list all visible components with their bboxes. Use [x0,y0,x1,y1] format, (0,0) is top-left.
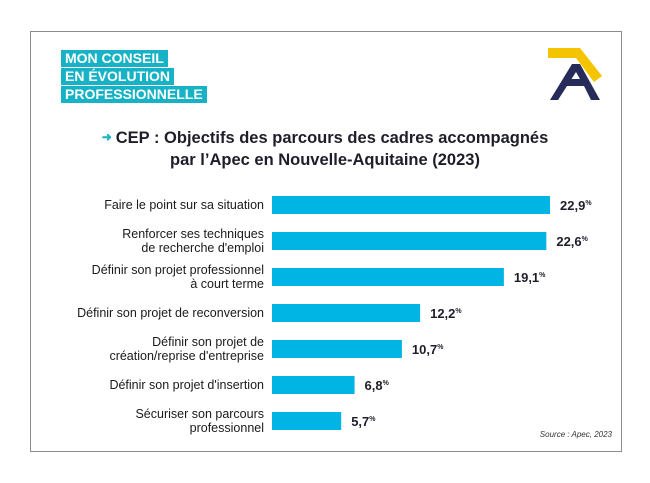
source-note: Source : Apec, 2023 [539,430,612,439]
chart-title: ➜ CEP : Objectifs des parcours des cadres… [40,126,610,171]
category-label-0-0: Faire le point sur sa situation [104,198,264,212]
category-label-3-0: Définir son projet de reconversion [77,306,264,320]
value-label-6: 5,7% [351,414,376,429]
brand-label: MON CONSEIL EN ÉVOLUTION PROFESSIONNELLE [61,50,207,104]
bar-0 [272,196,550,214]
brand-line-3: PROFESSIONNELLE [61,86,207,103]
apec-logo-icon [548,48,602,100]
category-label-4-1: création/reprise d'entreprise [109,349,264,363]
category-label-1-0: Renforcer ses techniques [122,227,264,241]
category-label-1-1: de recherche d'emploi [141,241,264,255]
unit-label-5: % [383,380,390,387]
unit-label-2: % [539,272,546,279]
brand-line-1: MON CONSEIL [61,50,168,67]
category-label-2-1: à court terme [190,277,264,291]
title-arrow-icon: ➜ [101,130,112,144]
value-label-4: 10,7% [412,342,444,357]
bar-6 [272,412,342,430]
value-label-2: 19,1% [514,270,546,285]
unit-label-0: % [585,200,592,207]
logo-yellow-shape [548,48,602,82]
bar-4 [272,340,402,358]
category-label-6-0: Sécuriser son parcours [135,407,264,421]
value-label-5: 6,8% [365,378,390,393]
category-label-6-1: professionnel [190,421,264,435]
chart-title-line-1: CEP : Objectifs des parcours des cadres … [115,129,549,147]
chart-frame [30,31,622,452]
unit-label-3: % [455,308,462,315]
unit-label-6: % [369,416,376,423]
unit-label-1: % [582,236,589,243]
value-label-3: 12,2% [430,306,462,321]
category-label-5-0: Définir son projet d'insertion [109,378,264,392]
value-label-0: 22,9% [560,198,592,213]
bar-2 [272,268,504,286]
bar-3 [272,304,421,322]
bar-5 [272,376,355,394]
value-label-1: 22,6% [556,234,588,249]
bar-1 [272,232,547,250]
chart-title-line-2: par l’Apec en Nouvelle-Aquitaine (2023) [170,151,480,169]
category-label-4-0: Définir son projet de [152,335,264,349]
brand-line-2: EN ÉVOLUTION [61,68,175,85]
logo-navy-shape [550,64,600,100]
category-label-2-0: Définir son projet professionnel [92,263,264,277]
unit-label-4: % [437,344,444,351]
